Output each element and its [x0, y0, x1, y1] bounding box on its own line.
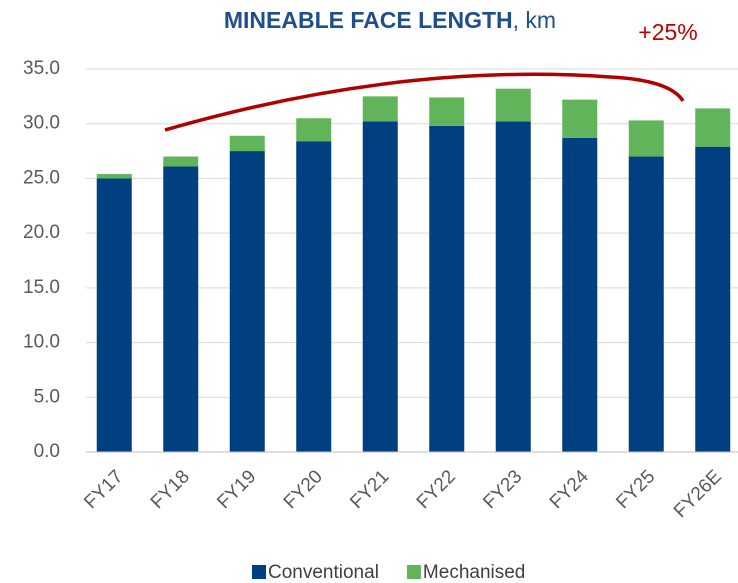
bar-segment [628, 156, 664, 453]
bar-segment [96, 174, 132, 179]
y-tick-label: 25.0 [23, 167, 60, 188]
x-tick-label: FY18 [147, 466, 194, 513]
bar-segment [362, 121, 398, 453]
bar-segment [296, 118, 332, 142]
y-tick-label: 20.0 [23, 222, 60, 243]
x-tick-label: FY26E [670, 466, 726, 522]
bar-segment [163, 156, 199, 167]
y-tick-label: 10.0 [23, 332, 60, 353]
legend-swatch [252, 565, 266, 579]
bar-segment [229, 135, 265, 152]
bar-segment [429, 97, 465, 126]
y-tick-label: 35.0 [23, 58, 60, 79]
annotation: +25% [638, 19, 697, 45]
x-tick-label: FY25 [612, 466, 659, 513]
x-tick-label: FY17 [80, 466, 127, 513]
bar-segment [562, 99, 598, 138]
title-main: MINEABLE FACE LENGTH [224, 7, 513, 33]
bar-segment [695, 108, 731, 147]
bar-segment [562, 137, 598, 452]
bar-segment [96, 178, 132, 452]
y-tick-label: 15.0 [23, 277, 60, 298]
x-tick-label: FY24 [546, 466, 593, 513]
bar-segment [495, 121, 531, 453]
bar-segment [695, 146, 731, 453]
bar-segment [229, 151, 265, 453]
y-tick-label: 5.0 [34, 386, 60, 407]
chart-title: MINEABLE FACE LENGTH, km [224, 7, 556, 33]
legend-swatch [406, 565, 421, 579]
legend-label: Mechanised [423, 562, 525, 583]
bar-segment [296, 141, 332, 453]
legend-label: Conventional [268, 562, 379, 583]
bar-segment [362, 96, 398, 122]
bar-segment [628, 120, 664, 157]
x-tick-label: FY20 [280, 466, 327, 513]
x-tick-label: FY19 [213, 466, 260, 513]
x-tick-label: FY22 [413, 466, 460, 513]
y-tick-label: 30.0 [23, 113, 60, 134]
x-tick-label: FY21 [346, 466, 393, 513]
trend-curve [164, 72, 685, 132]
y-tick-label: 0.0 [34, 441, 60, 462]
title-unit: , km [513, 7, 556, 33]
bar-segment [163, 166, 199, 453]
bar-segment [429, 125, 465, 452]
x-tick-label: FY23 [479, 466, 526, 513]
bar-segment [495, 88, 531, 122]
